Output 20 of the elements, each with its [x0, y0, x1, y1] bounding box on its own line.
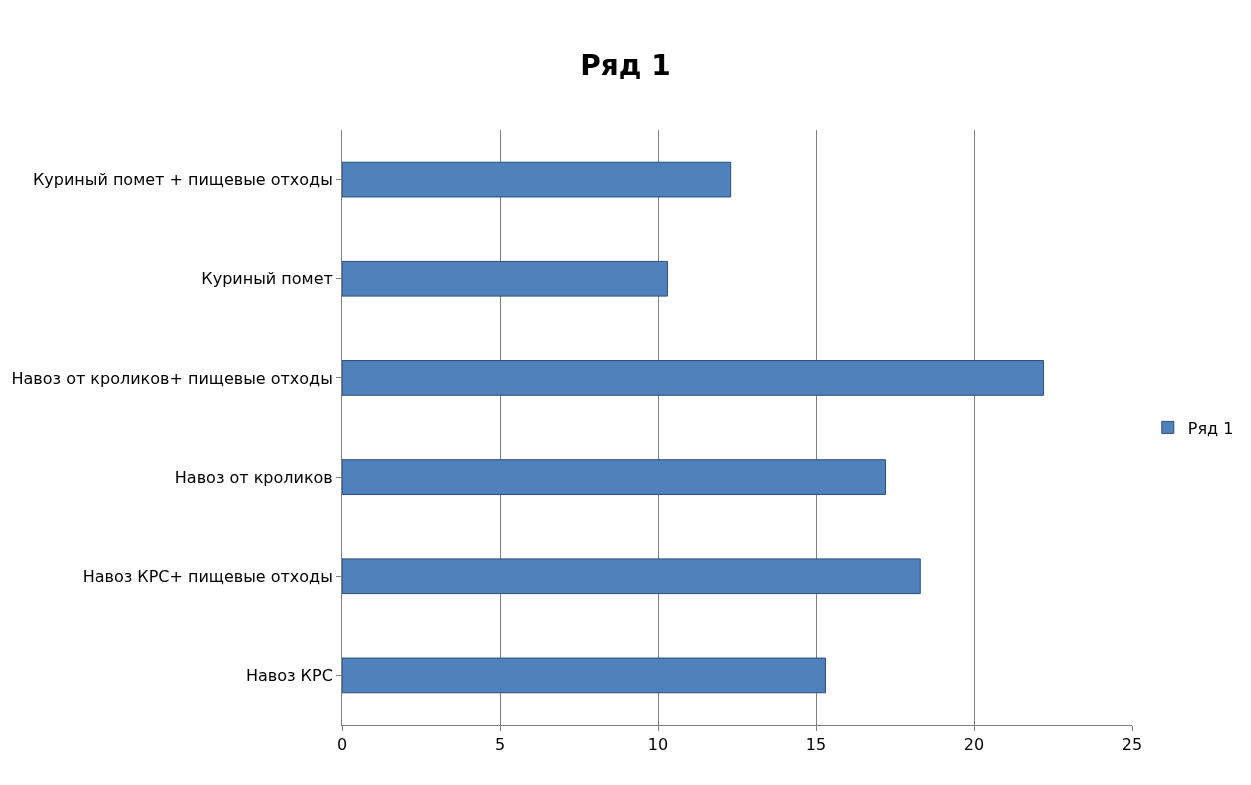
- y-tick-label: Куриный помет: [201, 269, 333, 289]
- chart-title: Ряд 1: [580, 48, 671, 82]
- y-tick-label: Навоз от кроликов: [174, 467, 333, 487]
- y-tick-label: Навоз от кроликов+ пищевые отходы: [11, 368, 333, 388]
- x-tick-label: 15: [805, 735, 827, 755]
- bar: [342, 260, 668, 297]
- bar: [342, 558, 921, 595]
- bar: [342, 657, 826, 694]
- x-tick-label: 10: [647, 735, 669, 755]
- y-tick-label: Куриный помет + пищевые отходы: [32, 170, 333, 190]
- bar: [342, 459, 887, 495]
- legend-label: Ряд 1: [1187, 418, 1234, 438]
- x-tick-label: 5: [494, 735, 506, 755]
- bar: [342, 161, 732, 198]
- y-tick-label: Навоз КРС+ пищевые отходы: [82, 566, 333, 586]
- y-tick-label: Навоз КРС: [245, 666, 333, 686]
- bar: [342, 360, 1045, 396]
- x-tick-label: 20: [963, 735, 985, 755]
- x-tick-label: 0: [336, 735, 348, 755]
- x-tick-label: 25: [1121, 735, 1143, 755]
